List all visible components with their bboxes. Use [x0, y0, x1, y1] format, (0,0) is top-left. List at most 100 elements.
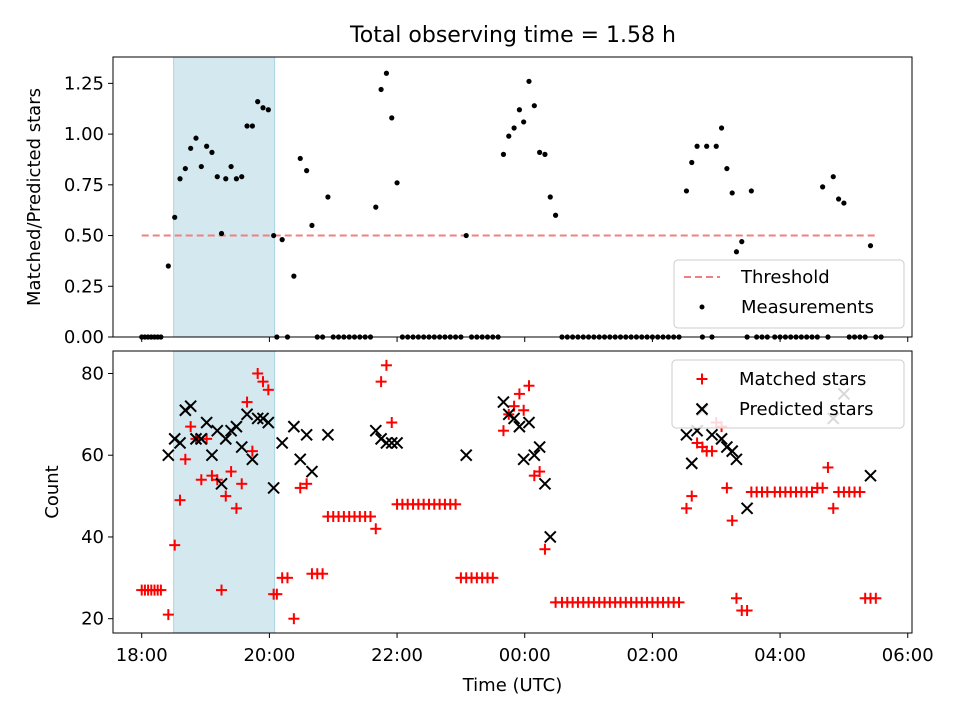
measurement-point: [239, 174, 245, 180]
measurement-point: [209, 149, 215, 155]
cross-b: [219, 432, 232, 446]
measurement-point: [271, 232, 277, 239]
cross-b: [235, 440, 248, 454]
x-tick-label: 04:00: [754, 645, 806, 666]
predicted-point: [533, 440, 546, 454]
cross-b: [460, 449, 473, 462]
predicted-point: [705, 428, 719, 441]
matched-point: [195, 474, 207, 486]
cross-b: [864, 469, 877, 482]
predicted-point: [685, 457, 698, 470]
cross-b: [300, 428, 313, 441]
measurement-point: [394, 180, 400, 186]
y-tick-label: 1.25: [64, 73, 104, 94]
cross-b: [369, 424, 382, 437]
matched-point: [513, 388, 525, 400]
matched-point: [155, 584, 167, 596]
y-tick-label: 80: [81, 363, 104, 384]
matched-point: [288, 613, 300, 625]
cross-b: [380, 436, 393, 450]
predicted-point: [460, 449, 473, 462]
legend-plus: [696, 373, 708, 385]
measurement-point: [713, 143, 719, 149]
measurement-point: [463, 232, 469, 239]
matched-point: [230, 502, 242, 514]
predicted-point: [513, 420, 526, 433]
x-tick-label: 00:00: [499, 645, 551, 666]
cross-b: [246, 453, 259, 466]
measurement-point: [233, 176, 240, 182]
predicted-point: [219, 432, 232, 446]
matched-point: [246, 445, 258, 457]
cross-b: [215, 477, 228, 491]
measurement-point: [378, 86, 384, 93]
measurement-point: [704, 143, 710, 149]
measurement-point: [724, 165, 730, 172]
matched-point: [262, 384, 274, 396]
measurement-point: [718, 125, 725, 131]
predicted-point: [725, 444, 739, 458]
panel-count: 20 40 60 80 18:00 20:00 22:00 00:00 02:00 04:00 0…: [42, 350, 934, 696]
matched-point: [380, 359, 392, 371]
y-tick-label: 0.00: [64, 327, 104, 348]
predicted-point: [730, 453, 743, 466]
y-tick-label: 1.00: [64, 124, 104, 145]
predicted-point: [715, 432, 728, 446]
predicted-point: [240, 408, 254, 421]
matched-point: [364, 511, 376, 523]
measurement-point: [689, 159, 695, 166]
matched-point: [271, 588, 283, 600]
measurement-point: [325, 194, 331, 200]
matched-point: [201, 433, 213, 445]
legend-measurements-swatch: [699, 304, 705, 310]
matched-point: [730, 592, 742, 604]
measurement-point: [309, 222, 315, 229]
matched-point: [827, 502, 839, 514]
predicted-point: [189, 432, 203, 446]
predicted-point: [390, 436, 404, 450]
predicted-point: [251, 412, 264, 425]
predicted-point: [497, 395, 510, 409]
cross-b: [730, 453, 743, 466]
matched-point: [726, 515, 738, 527]
x-tick-label: 02:00: [626, 645, 678, 666]
predicted-point: [517, 453, 530, 466]
matched-point: [375, 376, 387, 388]
y-tick-label: 20: [81, 609, 104, 630]
measurement-point: [531, 103, 537, 109]
cross-b: [517, 453, 530, 466]
predicted-point: [380, 436, 393, 450]
measurement-point: [511, 125, 517, 131]
measurement-point: [526, 78, 532, 84]
predicted-point: [305, 465, 319, 478]
cross-b: [522, 416, 536, 429]
axes-frame: [112, 56, 913, 338]
cross-b: [725, 444, 739, 458]
predicted-point: [538, 477, 552, 491]
measurement-point: [177, 176, 183, 182]
matched-point: [179, 453, 191, 465]
x-tick-label: 18:00: [116, 645, 168, 666]
cross-b: [695, 402, 709, 416]
y-tick-label: 40: [81, 527, 104, 548]
matched-point: [225, 466, 237, 478]
matched-point: [822, 461, 834, 473]
predicted-point: [507, 412, 521, 425]
matched-point: [534, 466, 546, 478]
measurement-point: [291, 273, 297, 279]
measurement-point: [733, 249, 740, 255]
cross-b: [680, 428, 693, 441]
matched-point: [370, 523, 382, 535]
cross-b: [497, 395, 510, 409]
matched-point: [870, 592, 882, 604]
legend: Threshold Measurements: [673, 259, 905, 329]
legend: Matched stars Predicted stars: [671, 359, 905, 429]
measurement-point: [193, 135, 199, 141]
matched-point: [185, 421, 197, 433]
legend-predicted-label: Predicted stars: [739, 399, 873, 420]
measurement-point: [748, 188, 754, 194]
predicted-point: [215, 477, 228, 491]
matched-point: [216, 584, 228, 596]
matched-point: [523, 380, 535, 392]
y-tick-label: 0.25: [64, 276, 104, 297]
